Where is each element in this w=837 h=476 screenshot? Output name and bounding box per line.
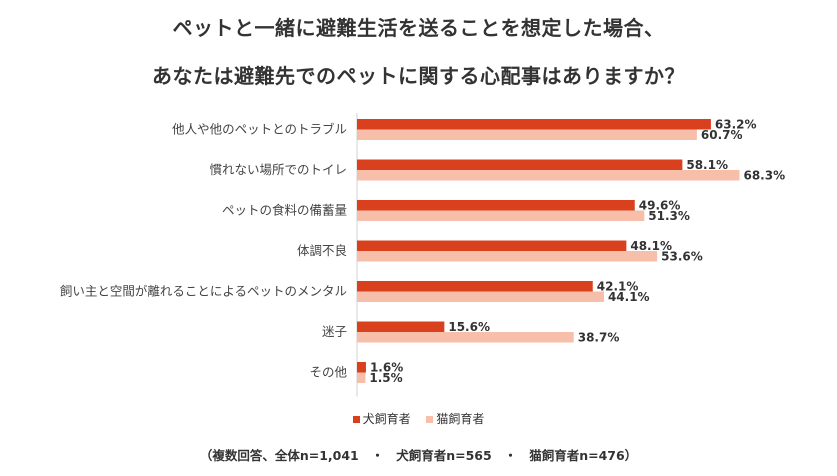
legend-label-dog: 犬飼育者 [362,412,411,426]
chart-title-line1: ペットと一緒に避難生活を送ることを想定した場合、 [172,16,665,40]
legend-swatch-cat [426,416,434,423]
value-label-dog-3: 48.1% [630,239,672,253]
value-label-cat-2: 51.3% [648,209,690,223]
bar-cat-5 [357,332,574,343]
value-label-cat-1: 68.3% [743,169,785,183]
bar-dog-3 [357,240,627,251]
legend-label-cat: 猫飼育者 [436,412,485,426]
bar-cat-2 [357,210,645,221]
chart-title-line2: あなたは避難先でのペットに関する心配事はありますか？ [152,64,685,88]
bar-dog-1 [357,159,683,170]
value-label-dog-2: 49.6% [639,199,681,213]
category-label: 迷子 [322,324,347,339]
footnote: （複数回答、全体n=1,041 ・ 犬飼育者n=565 ・ 猫飼育者n=476） [199,448,638,463]
bar-cat-0 [357,129,697,140]
value-label-cat-0: 60.7% [701,128,743,142]
category-label: その他 [309,365,347,380]
category-label: 慣れない場所でのトイレ [209,162,347,177]
category-label: 体調不良 [297,243,347,258]
category-label: 他人や他のペットとのトラブル [172,122,347,137]
legend-swatch-dog [352,416,360,423]
bar-dog-2 [357,200,635,211]
bar-cat-1 [357,170,740,181]
category-label: ペットの食料の備蓄量 [222,203,347,218]
legend-item-dog: 犬飼育者 [352,410,411,427]
value-label-cat-6: 1.5% [369,371,402,385]
bar-cat-3 [357,251,658,262]
value-label-dog-6: 1.6% [370,361,403,375]
legend-item-cat: 猫飼育者 [426,410,484,427]
value-label-dog-0: 63.2% [715,118,757,132]
bar-cat-4 [357,291,604,302]
bar-dog-0 [357,119,711,130]
category-label: 飼い主と空間が離れることによるペットのメンタル [60,284,347,299]
value-label-dog-5: 15.6% [448,320,490,334]
bar-dog-4 [357,281,593,292]
bar-cat-6 [357,372,366,383]
value-label-cat-4: 44.1% [608,290,650,304]
legend: 犬飼育者 猫飼育者 [0,410,837,427]
value-label-cat-3: 53.6% [661,250,703,264]
bar-dog-6 [357,362,366,373]
value-label-dog-4: 42.1% [597,280,639,294]
value-label-cat-5: 38.7% [578,331,620,345]
bar-dog-5 [357,321,445,332]
value-label-dog-1: 58.1% [686,158,728,172]
